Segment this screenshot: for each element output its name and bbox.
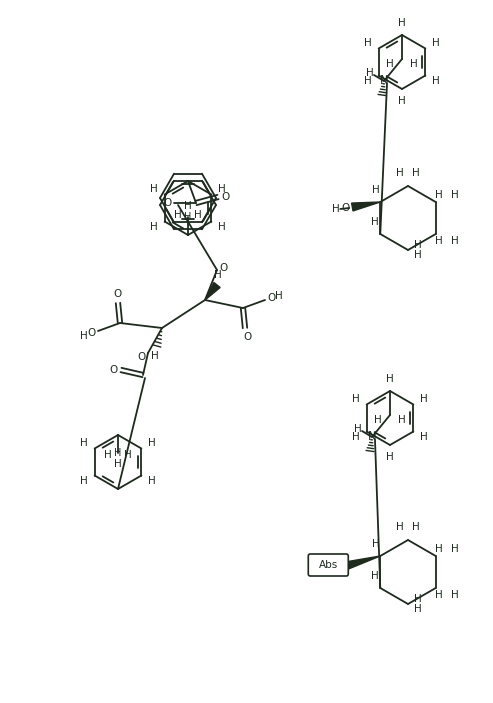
Text: O: O <box>137 352 145 362</box>
Text: H: H <box>412 522 420 532</box>
Text: O: O <box>164 198 172 208</box>
Text: H: H <box>386 374 394 384</box>
Text: H: H <box>371 571 379 581</box>
Text: H: H <box>151 351 159 361</box>
Text: H: H <box>374 415 382 425</box>
Text: O: O <box>114 289 122 299</box>
Text: H: H <box>435 236 443 245</box>
Text: H: H <box>398 18 406 28</box>
Text: Abs: Abs <box>318 560 338 570</box>
Text: H: H <box>371 217 379 227</box>
Text: O: O <box>243 332 251 342</box>
Text: H: H <box>432 77 440 86</box>
Text: H: H <box>275 291 283 301</box>
Text: H: H <box>435 590 443 600</box>
Text: H: H <box>104 450 112 460</box>
Text: H: H <box>80 437 88 448</box>
Text: H: H <box>398 415 406 425</box>
Text: H: H <box>412 168 420 178</box>
Text: H: H <box>352 432 360 442</box>
Text: H: H <box>451 236 459 245</box>
Text: H: H <box>352 394 360 404</box>
Text: H: H <box>124 450 132 460</box>
Text: O: O <box>221 192 229 202</box>
Text: H: H <box>148 437 156 448</box>
Text: H: H <box>414 604 422 614</box>
Text: H: H <box>80 477 88 486</box>
Text: H: H <box>218 183 226 193</box>
Text: O: O <box>267 293 275 303</box>
Text: O: O <box>110 365 118 375</box>
Text: H: H <box>214 270 222 280</box>
Text: H: H <box>148 477 156 486</box>
Text: H: H <box>398 96 406 106</box>
Text: H: H <box>451 545 459 555</box>
Text: H: H <box>414 240 422 250</box>
Text: O: O <box>341 203 350 213</box>
Text: H: H <box>420 432 427 442</box>
Polygon shape <box>344 556 380 570</box>
Text: H: H <box>420 394 427 404</box>
Text: H: H <box>386 452 394 462</box>
Text: H: H <box>414 250 422 260</box>
Text: H: H <box>150 223 158 233</box>
FancyBboxPatch shape <box>308 554 348 576</box>
Text: O: O <box>88 328 96 338</box>
Text: O: O <box>219 263 227 273</box>
Text: H: H <box>451 590 459 600</box>
Text: H: H <box>184 201 192 211</box>
Text: H: H <box>435 545 443 555</box>
Text: H: H <box>114 448 122 458</box>
Text: H: H <box>372 185 380 195</box>
Text: N: N <box>380 75 388 87</box>
Text: H: H <box>410 59 418 69</box>
Text: H: H <box>432 37 440 48</box>
Text: H: H <box>174 210 182 220</box>
Text: H: H <box>114 459 122 469</box>
Text: H: H <box>80 331 88 341</box>
Text: H: H <box>332 204 340 214</box>
Text: H: H <box>435 191 443 200</box>
Text: H: H <box>150 183 158 193</box>
Text: H: H <box>194 210 202 220</box>
Text: N: N <box>368 430 376 444</box>
Text: H: H <box>396 168 404 178</box>
Text: H: H <box>184 212 192 222</box>
Text: H: H <box>386 59 394 69</box>
Text: H: H <box>414 594 422 604</box>
Text: H: H <box>451 191 459 200</box>
Text: H: H <box>372 539 380 549</box>
Text: H: H <box>396 522 404 532</box>
Polygon shape <box>205 283 220 300</box>
Text: H: H <box>354 424 362 434</box>
Text: H: H <box>364 77 372 86</box>
Text: H: H <box>364 37 372 48</box>
Text: H: H <box>366 68 374 78</box>
Text: H: H <box>218 223 226 233</box>
Polygon shape <box>352 202 380 211</box>
